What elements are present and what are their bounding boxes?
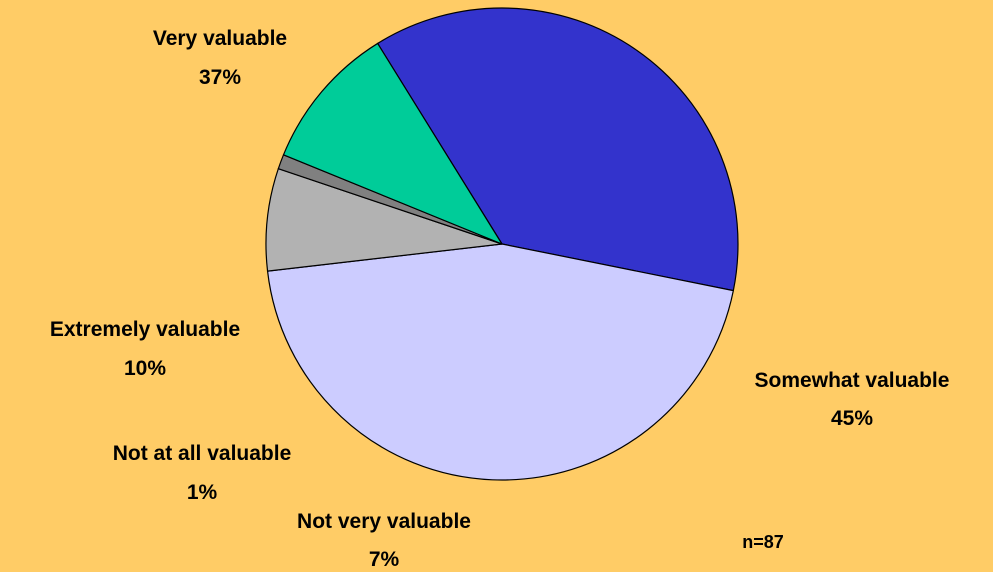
label-somewhat-valuable: Somewhat valuable [755,369,950,392]
label-not-very-valuable: Not very valuable [297,510,471,533]
pie-slice-somewhat-valuable [266,243,734,481]
value-somewhat-valuable: 45% [831,407,873,430]
pie-slice-not-very-valuable [265,168,503,272]
value-not-very-valuable: 7% [369,548,400,571]
sample-size-note: n=87 [742,532,784,552]
pie-slice-extremely-valuable [282,42,503,245]
value-extremely-valuable: 10% [124,357,166,380]
label-not-at-all-valuable: Not at all valuable [113,442,292,465]
pie-slice-very-valuable [377,7,739,292]
value-not-at-all-valuable: 1% [187,481,218,504]
value-very-valuable: 37% [199,66,241,89]
label-extremely-valuable: Extremely valuable [50,318,240,341]
label-very-valuable: Very valuable [153,27,287,50]
pie-slices [265,7,739,481]
